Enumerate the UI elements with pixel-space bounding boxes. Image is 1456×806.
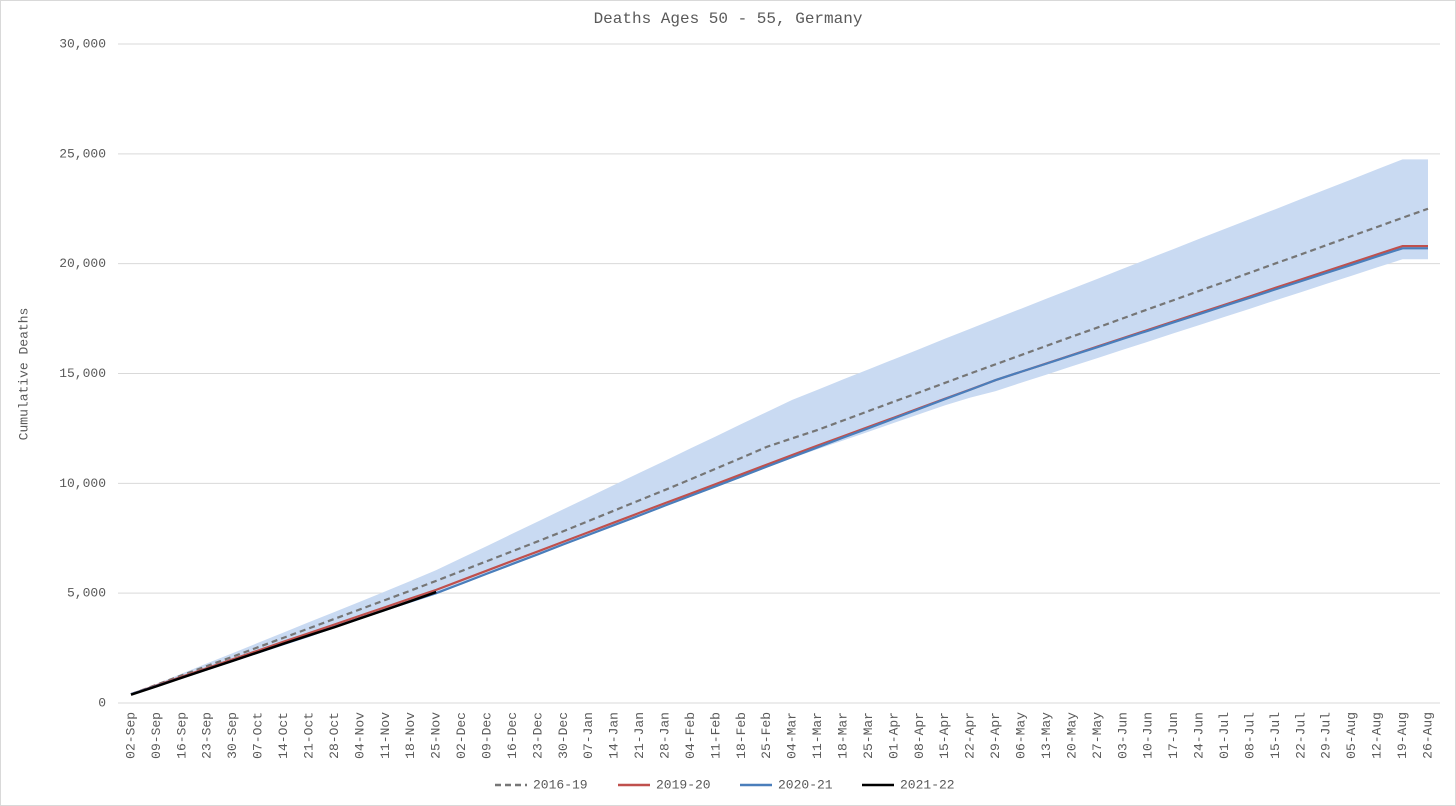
y-tick-label: 0 bbox=[98, 695, 106, 710]
x-tick-label: 23-Sep bbox=[200, 712, 215, 759]
legend-label: 2016-19 bbox=[533, 777, 588, 792]
x-tick-label: 02-Sep bbox=[123, 712, 138, 759]
legend-label: 2019-20 bbox=[656, 777, 711, 792]
x-tick-label: 10-Jun bbox=[1141, 712, 1156, 759]
x-tick-label: 15-Apr bbox=[937, 712, 952, 759]
x-tick-label: 23-Dec bbox=[530, 712, 545, 759]
x-tick-label: 09-Dec bbox=[479, 712, 494, 759]
legend-label: 2021-22 bbox=[900, 777, 955, 792]
x-tick-label: 12-Aug bbox=[1370, 712, 1385, 759]
x-tick-label: 16-Dec bbox=[505, 712, 520, 759]
x-tick-label: 09-Sep bbox=[149, 712, 164, 759]
x-tick-label: 18-Mar bbox=[836, 712, 851, 759]
x-tick-label: 29-Jul bbox=[1319, 712, 1334, 759]
x-tick-label: 04-Mar bbox=[785, 712, 800, 759]
x-tick-label: 11-Mar bbox=[810, 712, 825, 759]
x-tick-label: 24-Jun bbox=[1192, 712, 1207, 759]
x-tick-label: 26-Aug bbox=[1420, 712, 1435, 759]
x-tick-label: 27-May bbox=[1090, 712, 1105, 759]
x-tick-label: 08-Jul bbox=[1242, 712, 1257, 759]
x-tick-label: 08-Apr bbox=[912, 712, 927, 759]
x-tick-label: 11-Nov bbox=[378, 712, 393, 759]
x-tick-label: 21-Oct bbox=[301, 712, 316, 759]
x-tick-label: 20-May bbox=[1064, 712, 1079, 759]
x-tick-label: 25-Feb bbox=[759, 712, 774, 759]
x-tick-label: 11-Feb bbox=[708, 712, 723, 759]
x-tick-label: 01-Jul bbox=[1217, 712, 1232, 759]
y-tick-label: 20,000 bbox=[59, 256, 106, 271]
x-tick-label: 14-Jan bbox=[607, 712, 622, 759]
chart-title: Deaths Ages 50 - 55, Germany bbox=[594, 10, 863, 28]
x-tick-label: 21-Jan bbox=[632, 712, 647, 759]
x-tick-label: 22-Jul bbox=[1293, 712, 1308, 759]
x-tick-label: 25-Nov bbox=[429, 712, 444, 759]
x-tick-label: 07-Oct bbox=[251, 712, 266, 759]
x-tick-label: 15-Jul bbox=[1268, 712, 1283, 759]
x-tick-label: 14-Oct bbox=[276, 712, 291, 759]
y-tick-label: 30,000 bbox=[59, 36, 106, 51]
x-tick-label: 06-May bbox=[1014, 712, 1029, 759]
legend-label: 2020-21 bbox=[778, 777, 833, 792]
x-tick-label: 03-Jun bbox=[1115, 712, 1130, 759]
x-tick-label: 04-Nov bbox=[352, 712, 367, 759]
y-tick-label: 25,000 bbox=[59, 146, 106, 161]
x-tick-label: 18-Nov bbox=[403, 712, 418, 759]
x-tick-label: 30-Dec bbox=[556, 712, 571, 759]
range-band bbox=[131, 159, 1428, 695]
x-tick-label: 04-Feb bbox=[683, 712, 698, 759]
x-tick-label: 13-May bbox=[1039, 712, 1054, 759]
x-tick-label: 02-Dec bbox=[454, 712, 469, 759]
x-tick-label: 05-Aug bbox=[1344, 712, 1359, 759]
series-line bbox=[130, 207, 1429, 696]
x-tick-label: 30-Sep bbox=[225, 712, 240, 759]
series-line bbox=[130, 590, 437, 696]
x-tick-label: 22-Apr bbox=[963, 712, 978, 759]
x-tick-label: 25-Mar bbox=[861, 712, 876, 759]
y-tick-label: 15,000 bbox=[59, 366, 106, 381]
x-tick-label: 16-Sep bbox=[174, 712, 189, 759]
y-tick-label: 10,000 bbox=[59, 476, 106, 491]
y-tick-label: 5,000 bbox=[67, 586, 106, 601]
x-tick-label: 17-Jun bbox=[1166, 712, 1181, 759]
x-tick-label: 18-Feb bbox=[734, 712, 749, 759]
x-tick-label: 01-Apr bbox=[886, 712, 901, 759]
x-tick-label: 19-Aug bbox=[1395, 712, 1410, 759]
x-tick-label: 28-Jan bbox=[657, 712, 672, 759]
x-tick-label: 07-Jan bbox=[581, 712, 596, 759]
x-tick-label: 29-Apr bbox=[988, 712, 1003, 759]
y-axis-label: Cumulative Deaths bbox=[16, 308, 31, 441]
x-tick-label: 28-Oct bbox=[327, 712, 342, 759]
